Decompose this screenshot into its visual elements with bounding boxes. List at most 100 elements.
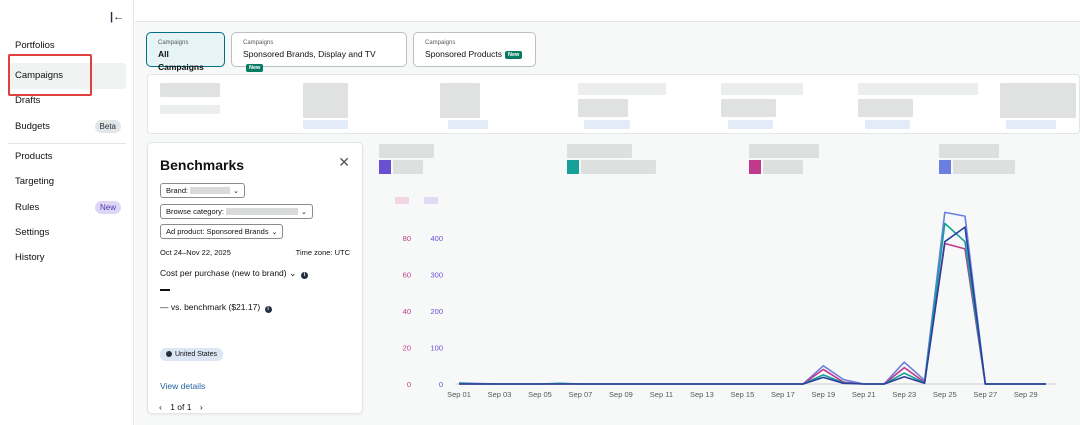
tab-label: Sponsored Products New: [425, 48, 524, 61]
sidebar-active-bg: [8, 63, 126, 89]
sidebar-item-label: Targeting: [15, 176, 55, 187]
tab-caption: Campaigns: [158, 40, 189, 46]
redacted-metric: [721, 99, 776, 117]
redacted-legend-label: [939, 144, 999, 158]
redacted-legend-value: [393, 160, 423, 174]
y-left-tick-label: 20: [403, 344, 411, 353]
legend-swatch: [939, 160, 951, 174]
legend-swatch: [379, 160, 391, 174]
beta-badge: Beta: [94, 120, 121, 133]
chevron-down-icon: ⌄: [300, 209, 307, 216]
redacted-metric: [578, 83, 666, 95]
brand-dropdown[interactable]: Brand: ⌄: [160, 183, 245, 198]
sidebar-item-label: Portfolios: [15, 40, 55, 51]
x-tick-label: Sep 19: [811, 390, 835, 399]
y-right-tick-label: 300: [430, 271, 443, 280]
sidebar-item-label: Budgets: [15, 121, 50, 132]
pagination: ‹ 1 of 1 ›: [156, 402, 206, 412]
sidebar-item-rules[interactable]: Rules New: [15, 201, 127, 215]
sidebar-item-label: History: [15, 252, 45, 263]
browse-category-label: Browse category:: [166, 207, 224, 216]
sidebar-item-label: Rules: [15, 202, 40, 213]
tab-label-text: Sponsored Products: [425, 49, 503, 59]
redacted-axis-title: [395, 197, 409, 204]
metric-value-dash: [160, 289, 170, 291]
redacted-legend-value: [763, 160, 803, 174]
sidebar-item-drafts[interactable]: Drafts: [15, 94, 127, 108]
y-right-tick-label: 0: [439, 380, 443, 389]
collapse-sidebar-icon[interactable]: |←: [110, 11, 125, 23]
redacted-legend-label: [567, 144, 632, 158]
x-tick-label: Sep 11: [650, 390, 673, 399]
redacted-metric: [1006, 120, 1056, 129]
close-icon[interactable]: ✕: [338, 154, 350, 170]
chevron-down-icon: ⌄: [233, 188, 239, 195]
redacted-metric: [858, 83, 978, 95]
sidebar-divider: [8, 143, 126, 144]
redacted-metric: [440, 83, 480, 118]
redacted-metric: [448, 120, 488, 129]
sidebar-item-products[interactable]: Products: [15, 150, 127, 164]
series-line-1: [459, 242, 1046, 385]
redacted-metric: [728, 120, 773, 129]
sidebar-item-label: Settings: [15, 227, 50, 238]
y-left-tick-label: 40: [403, 307, 411, 316]
y-right-tick-label: 400: [430, 234, 443, 243]
x-tick-label: Sep 15: [730, 390, 754, 399]
line-chart: 0 20 40 60 80 0 100 200 300 400 Sep 01 Sep 03 Sep 05…: [403, 211, 1056, 399]
tab-label: Sponsored Brands, Display and TV New: [243, 48, 395, 74]
metric-label: Cost per purchase (new to brand): [160, 268, 287, 278]
x-tick-label: Sep 23: [892, 390, 916, 399]
ad-product-label: Ad product: Sponsored Brands: [166, 227, 269, 236]
prev-page-icon[interactable]: ‹: [159, 402, 162, 412]
x-tick-label: Sep 29: [1014, 390, 1038, 399]
redacted-metric: [1000, 83, 1076, 118]
next-page-icon[interactable]: ›: [199, 402, 203, 412]
redacted-metric: [721, 83, 803, 95]
redacted-metric: [160, 105, 220, 114]
y-right-tick-label: 200: [430, 307, 443, 316]
info-icon[interactable]: i: [300, 272, 308, 279]
sidebar-item-history[interactable]: History: [15, 251, 127, 265]
main-content: Campaigns All Campaigns Campaigns Sponso…: [135, 0, 1080, 425]
redacted-metric: [303, 83, 348, 118]
x-tick-label: Sep 01: [447, 390, 471, 399]
y-left-tick-label: 80: [403, 234, 411, 243]
metric-selector[interactable]: Cost per purchase (new to brand) ⌄ i: [160, 268, 308, 279]
tab-label: All Campaigns: [158, 49, 204, 72]
x-tick-label: Sep 17: [771, 390, 795, 399]
redacted-legend-value: [581, 160, 656, 174]
redacted-axis-title: [424, 197, 438, 204]
page-indicator: 1 of 1: [170, 402, 192, 412]
tab-sponsored-products[interactable]: Campaigns Sponsored Products New: [413, 32, 536, 67]
tab-all-campaigns[interactable]: Campaigns All Campaigns: [146, 32, 225, 72]
y-left-tick-label: 0: [407, 380, 411, 389]
y-left-tick-label: 60: [403, 271, 411, 280]
redacted-legend-label: [749, 144, 819, 158]
browse-category-dropdown[interactable]: Browse category: ⌄: [160, 204, 313, 219]
new-tag: New: [505, 51, 523, 59]
x-tick-label: Sep 07: [569, 390, 593, 399]
metrics-summary-strip: [147, 74, 1080, 134]
chevron-down-icon: ⌄: [271, 229, 278, 236]
x-tick-label: Sep 25: [933, 390, 957, 399]
sidebar-item-settings[interactable]: Settings: [15, 226, 127, 240]
tab-sponsored-brands-display-tv[interactable]: Campaigns Sponsored Brands, Display and …: [231, 32, 407, 72]
sidebar-item-campaigns[interactable]: Campaigns: [15, 69, 127, 83]
sidebar-item-portfolios[interactable]: Portfolios: [15, 39, 127, 53]
legend-swatch: [567, 160, 579, 174]
sidebar-item-budgets[interactable]: Budgets Beta: [15, 120, 127, 134]
ad-product-dropdown[interactable]: Ad product: Sponsored Brands ⌄: [160, 224, 284, 239]
tab-label-text: Sponsored Brands, Display and TV: [243, 49, 376, 59]
info-icon[interactable]: i: [264, 306, 272, 313]
location-chip: United States: [160, 348, 224, 361]
new-tag: New: [246, 64, 264, 72]
redacted-metric: [584, 120, 630, 129]
series-line-0: [458, 211, 1046, 385]
redacted-metric: [578, 99, 628, 117]
view-details-link[interactable]: View details: [160, 381, 206, 391]
sidebar-item-targeting[interactable]: Targeting: [15, 175, 127, 189]
x-tick-label: Sep 27: [973, 390, 997, 399]
sidebar-item-label: Drafts: [15, 95, 41, 106]
benchmarks-title: Benchmarks: [160, 157, 245, 173]
